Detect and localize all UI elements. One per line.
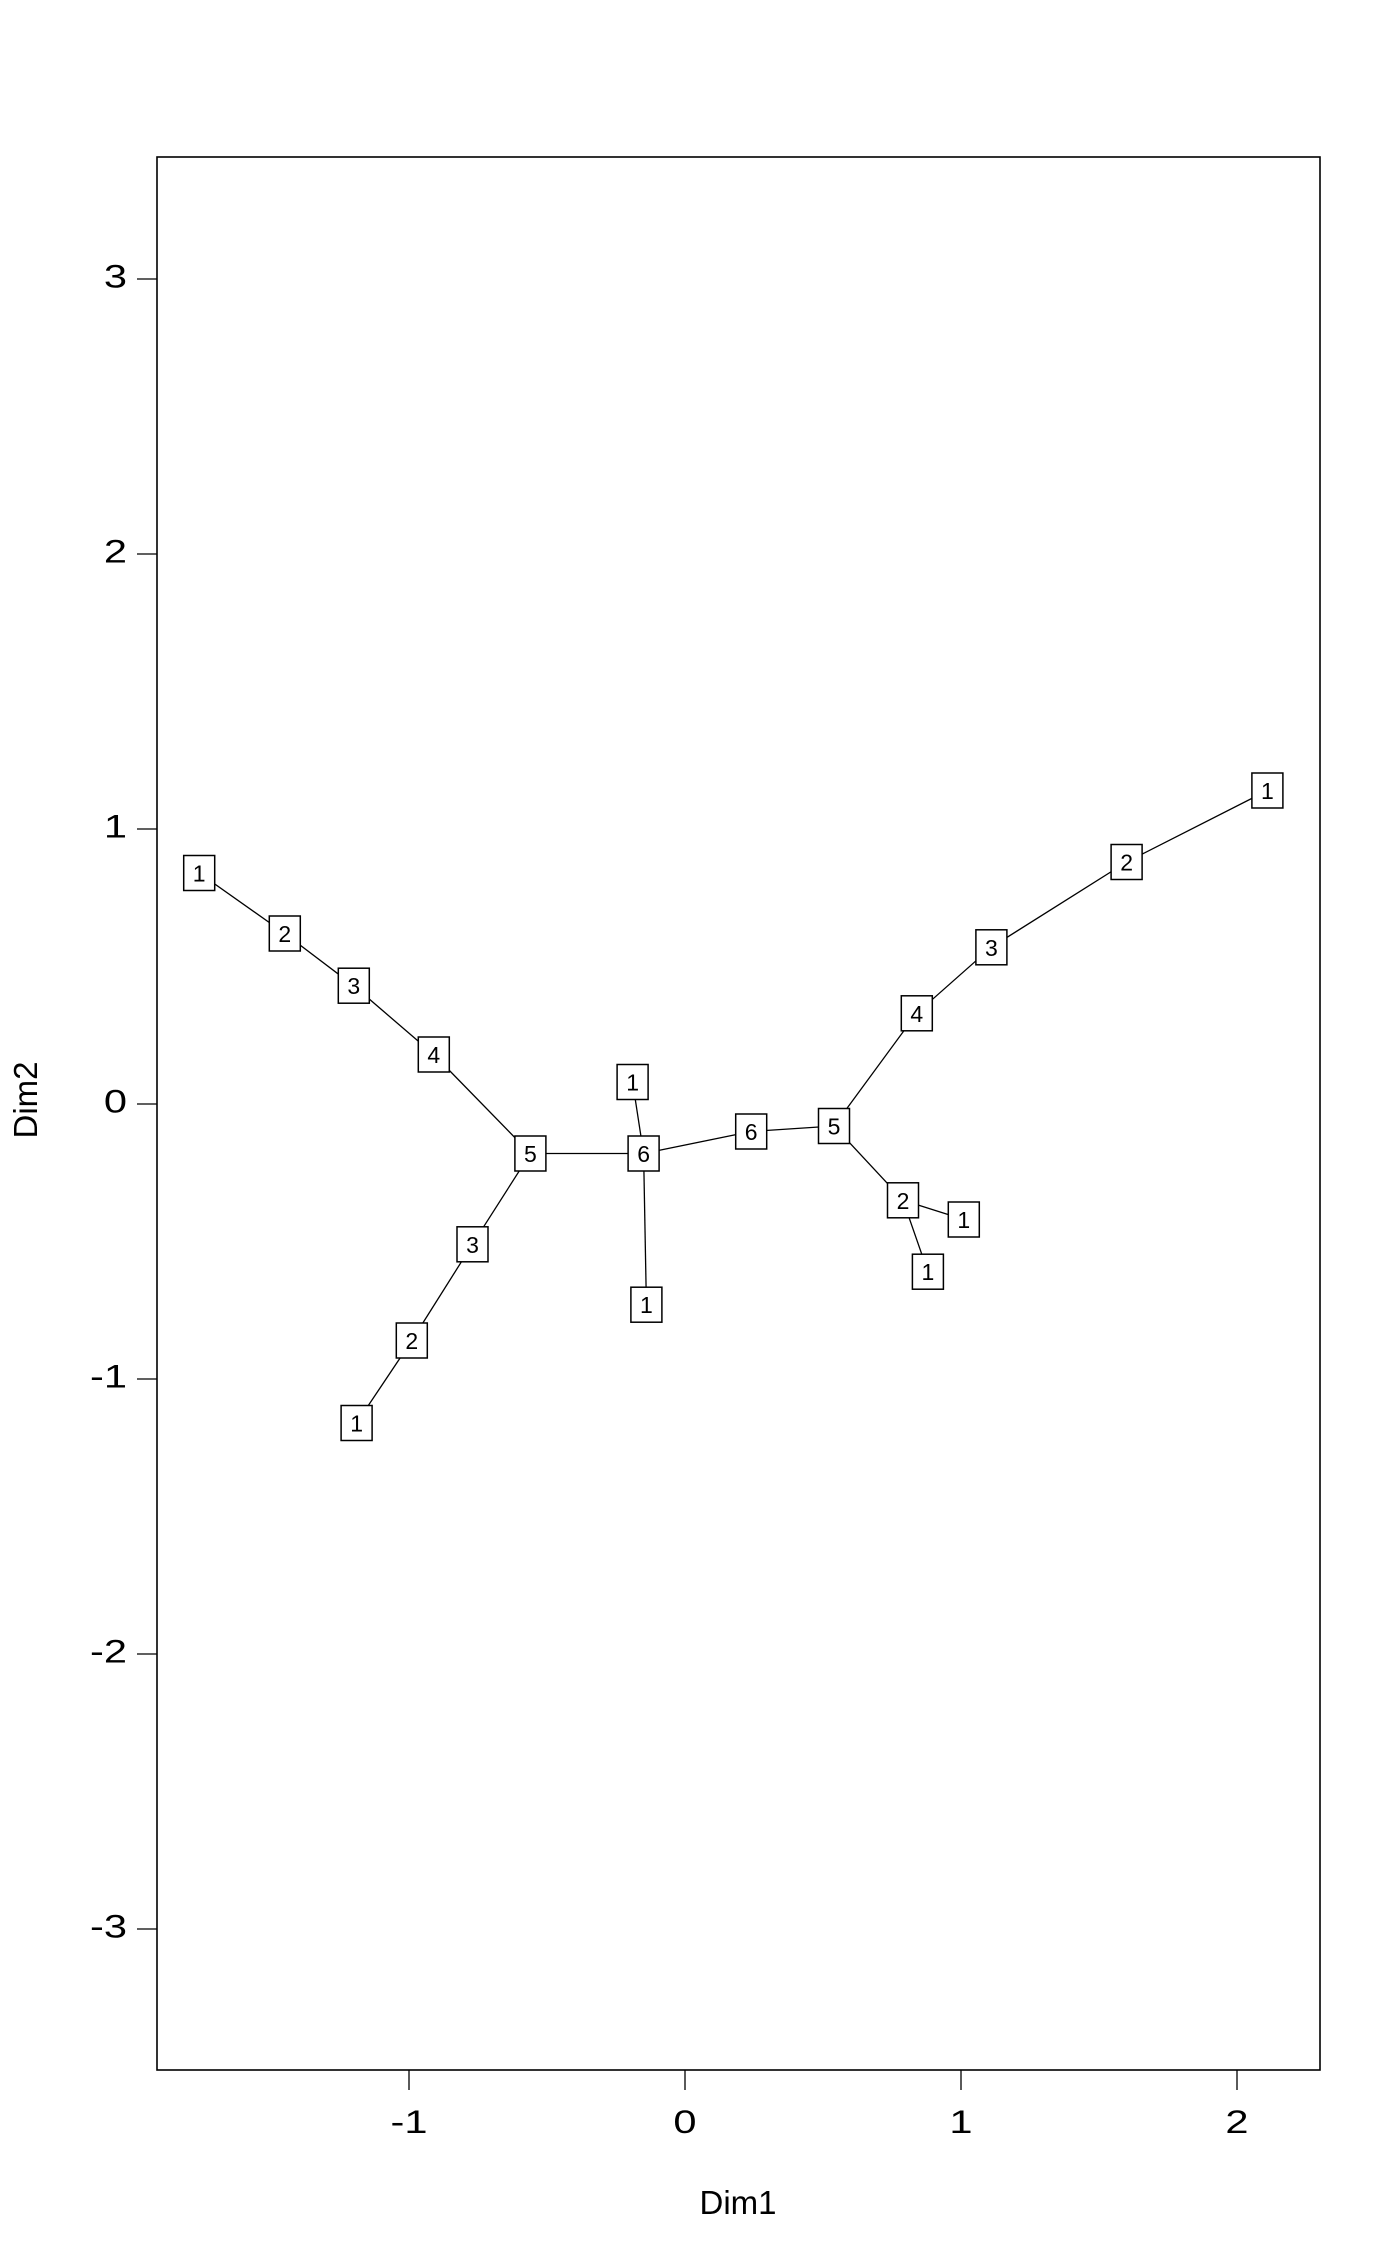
svg-text:2: 2 [278,921,291,947]
svg-text:2: 2 [104,533,127,569]
svg-text:1: 1 [350,1411,363,1437]
svg-text:2: 2 [1120,850,1133,876]
svg-text:-1: -1 [90,1358,127,1394]
svg-text:2: 2 [897,1188,910,1214]
svg-text:-1: -1 [391,2104,428,2140]
svg-text:3: 3 [347,973,360,999]
svg-text:0: 0 [673,2104,696,2140]
svg-text:1: 1 [193,861,206,887]
svg-text:-3: -3 [90,1908,127,1944]
svg-text:4: 4 [427,1042,440,1068]
svg-text:-2: -2 [90,1633,127,1669]
svg-text:Dim2: Dim2 [7,1061,44,1138]
svg-text:1: 1 [949,2104,972,2140]
svg-text:3: 3 [466,1232,479,1258]
svg-text:4: 4 [910,1001,923,1027]
svg-text:3: 3 [985,935,998,961]
svg-text:1: 1 [104,808,127,844]
svg-text:2: 2 [1225,2104,1248,2140]
svg-text:1: 1 [922,1259,935,1285]
svg-text:1: 1 [1261,778,1274,804]
svg-text:Dim1: Dim1 [699,2184,776,2221]
svg-text:6: 6 [637,1141,650,1167]
svg-text:0: 0 [104,1083,127,1119]
svg-text:1: 1 [626,1070,639,1096]
svg-text:1: 1 [640,1292,653,1318]
svg-text:2: 2 [405,1328,418,1354]
svg-text:5: 5 [524,1141,537,1167]
svg-text:1: 1 [957,1207,970,1233]
svg-text:6: 6 [745,1119,758,1145]
svg-text:5: 5 [828,1114,841,1140]
svg-text:3: 3 [104,258,127,294]
